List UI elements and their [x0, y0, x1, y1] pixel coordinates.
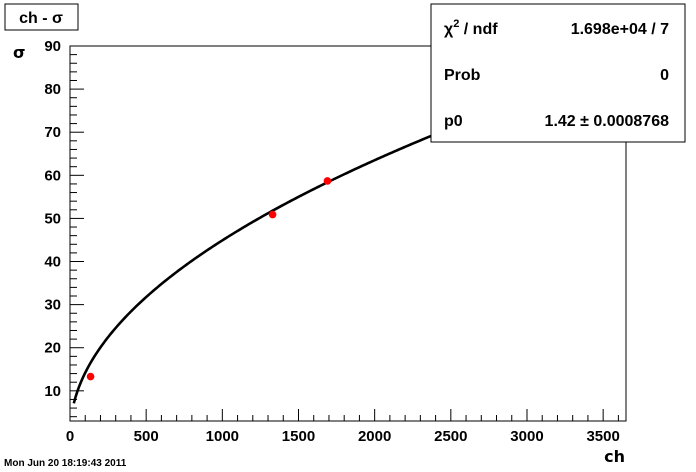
x-tick-label: 3500	[586, 428, 619, 445]
x-axis-title: ch	[604, 447, 625, 466]
x-tick-label: 0	[66, 428, 74, 445]
p0-value: 1.42 ± 0.0008768	[545, 113, 670, 130]
x-tick-label: 1500	[282, 428, 315, 445]
y-tick-label: 80	[44, 81, 61, 98]
stats-box: χ2 / ndf 1.698e+04 / 7 Prob 0 p0 1.42 ± …	[430, 3, 686, 143]
chart-title: ch - σ	[19, 10, 63, 27]
x-tick-label: 3000	[510, 428, 543, 445]
x-tick-label: 2500	[434, 428, 467, 445]
y-tick-label: 70	[44, 124, 61, 141]
chi2-label: χ2 / ndf	[444, 18, 498, 38]
stats-box-frame	[430, 3, 686, 143]
y-tick-label: 20	[44, 340, 61, 357]
y-tick-label: 30	[44, 297, 61, 314]
y-tick-label: 40	[44, 254, 61, 271]
x-tick-label: 1000	[206, 428, 239, 445]
x-tick-label: 2000	[358, 428, 391, 445]
timestamp: Mon Jun 20 18:19:43 2011	[4, 458, 127, 469]
axes: 0 500 1000 1500 2000 2500 3000 3500 10 20 30 40 50 60…	[44, 38, 620, 445]
prob-label: Prob	[444, 67, 481, 84]
prob-value: 0	[660, 67, 669, 84]
p0-label: p0	[444, 113, 463, 130]
x-tick-label: 500	[134, 428, 159, 445]
chi2-value: 1.698e+04 / 7	[571, 21, 669, 38]
title-box	[4, 3, 79, 31]
y-tick-label: 10	[44, 383, 61, 400]
y-axis-title: σ	[13, 43, 25, 62]
data-point	[268, 210, 277, 219]
y-tick-label: 90	[44, 38, 61, 55]
data-point	[323, 177, 332, 185]
plot-frame	[69, 45, 627, 422]
data-point	[86, 372, 95, 381]
y-tick-label: 60	[44, 167, 61, 184]
y-tick-label: 50	[44, 210, 61, 227]
